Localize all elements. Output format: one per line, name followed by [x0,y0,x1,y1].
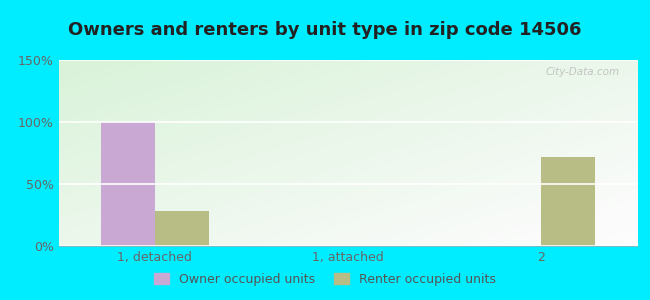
Bar [155,211,209,246]
Text: Owners and renters by unit type in zip code 14506: Owners and renters by unit type in zip c… [68,21,582,39]
Bar [541,157,595,246]
Text: City-Data.com: City-Data.com [545,68,619,77]
Legend: Owner occupied units, Renter occupied units: Owner occupied units, Renter occupied un… [149,268,501,291]
Bar [101,122,155,246]
